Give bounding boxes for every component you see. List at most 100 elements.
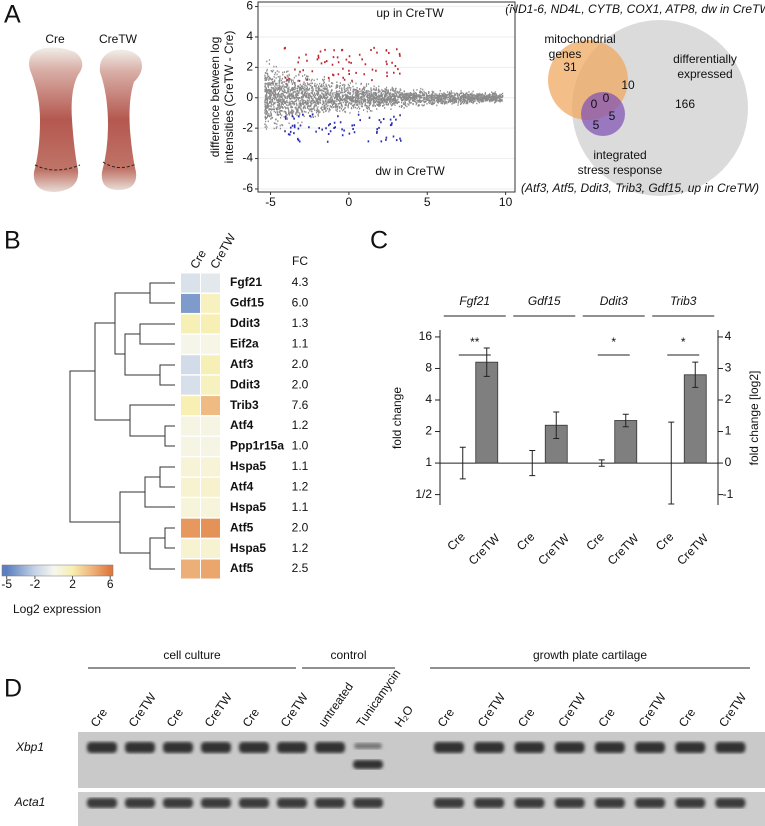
heatmap-cell <box>201 375 220 395</box>
lane-label: CreTW <box>555 690 589 730</box>
lane-label: Cre <box>595 705 618 729</box>
colorbar <box>1 564 114 577</box>
lane-label: CreTW <box>475 690 509 730</box>
x-tick-label: Cre <box>514 529 538 553</box>
fc-label: 1.2 <box>292 541 309 555</box>
annotation: dw in CreTW <box>375 164 445 178</box>
row-label: Atf3 <box>230 357 254 371</box>
gel-band <box>201 742 231 753</box>
heatmap-cell <box>201 416 220 436</box>
gel-band <box>715 742 746 753</box>
photo-label: CreTW <box>99 32 138 46</box>
gel-band <box>434 798 464 808</box>
heatmap-cell <box>181 273 200 293</box>
row-label: Hspa5 <box>230 500 266 514</box>
heatmap-cell <box>181 477 200 497</box>
group-label: cell culture <box>163 648 221 662</box>
colorbar-tick-label: -2 <box>30 577 41 591</box>
venn-count: 10 <box>621 78 635 92</box>
fc-label: 1.0 <box>292 439 309 453</box>
panel-label: A <box>4 1 21 29</box>
lane-label: H₂O <box>392 703 416 730</box>
x-tick-label: 10 <box>499 195 513 209</box>
gel-band <box>125 798 155 808</box>
row-label: Trib3 <box>230 398 259 412</box>
y-axis-label: difference between log <box>208 37 222 158</box>
bar <box>475 361 499 464</box>
y-tick-label: -4 <box>242 151 253 165</box>
heatmap-cell <box>181 375 200 395</box>
y-tick-label: 4 <box>246 29 253 43</box>
panel-label: D <box>4 675 22 703</box>
group-label: control <box>330 648 366 662</box>
point-cloud-down <box>284 113 402 143</box>
fc-label: 1.2 <box>292 479 309 493</box>
heatmap-cell <box>181 293 200 313</box>
error-bar <box>692 361 699 388</box>
colorbar-tick-label: -5 <box>1 577 12 591</box>
point-cloud-up <box>283 46 401 82</box>
error-bar <box>459 446 466 480</box>
x-tick-label: CreTW <box>535 531 572 568</box>
fc-label: 7.6 <box>292 398 309 412</box>
gel-band <box>87 798 117 808</box>
lane-label: Cre <box>435 705 458 729</box>
y-tick-label: -6 <box>242 181 253 195</box>
venn-set-label: expressed <box>677 67 732 81</box>
gel-row-label: Xbp1 <box>15 740 44 754</box>
venn-set-label: integrated <box>593 148 646 162</box>
lane-label: Cre <box>88 705 111 729</box>
error-bar <box>483 347 490 377</box>
y-axis-label: fold change <box>390 387 404 449</box>
x-tick-label: Cre <box>444 529 468 553</box>
x-tick-label: Cre <box>583 529 607 553</box>
lane-label: Cre <box>240 705 263 729</box>
gel-band <box>354 743 382 749</box>
heatmap-cell <box>201 314 220 334</box>
venn-count: 5 <box>593 118 600 132</box>
y-tick-label: 1/2 <box>415 487 432 501</box>
y2-tick-label: 0 <box>725 455 732 469</box>
gel-band <box>474 742 505 753</box>
gel-band <box>715 798 746 808</box>
bar <box>683 374 707 464</box>
row-label: Gdf15 <box>230 296 264 310</box>
gel-row-label: Acta1 <box>14 795 46 809</box>
y-tick-label: 4 <box>425 392 432 406</box>
venn-set-label: stress response <box>578 163 663 177</box>
x-tick-label: -5 <box>265 195 276 209</box>
panel-label: B <box>4 227 21 255</box>
y2-tick-label: 1 <box>725 424 732 438</box>
significance-label: * <box>611 335 616 349</box>
heatmap-cell <box>181 457 200 477</box>
y-tick-label: -2 <box>242 120 253 134</box>
x-tick-label: CreTW <box>605 531 642 568</box>
y-tick-label: 16 <box>419 329 433 343</box>
fc-label: 2.0 <box>292 377 309 391</box>
venn-set-label: genes <box>549 47 582 61</box>
category-label: Gdf15 <box>528 294 561 308</box>
y2-tick-label: -1 <box>723 487 734 501</box>
colorbar-tick-label: 6 <box>107 577 114 591</box>
lane-label: untreated <box>316 680 357 730</box>
fc-label: 2.5 <box>292 561 309 575</box>
venn-count: 0 <box>603 91 610 105</box>
gel-band <box>474 798 505 808</box>
gel-band <box>277 798 307 808</box>
lane-label: CreTW <box>202 690 236 730</box>
gel-band <box>594 742 625 753</box>
heatmap-cell <box>201 355 220 375</box>
gel-band <box>201 798 231 808</box>
lane-label: Cre <box>515 705 538 729</box>
x-tick-label: CreTW <box>466 531 503 568</box>
x-tick-label: 0 <box>346 195 353 209</box>
colorbar-tick-label: 2 <box>69 577 76 591</box>
row-label: Hspa5 <box>230 541 266 555</box>
row-label: Hspa5 <box>230 459 266 473</box>
gel-band <box>675 798 706 808</box>
lane-label: CreTW <box>636 690 670 730</box>
heatmap-cell <box>181 416 200 436</box>
fc-header: FC <box>292 254 308 268</box>
row-label: Eif2a <box>230 336 259 350</box>
venn-count: 166 <box>675 97 695 111</box>
